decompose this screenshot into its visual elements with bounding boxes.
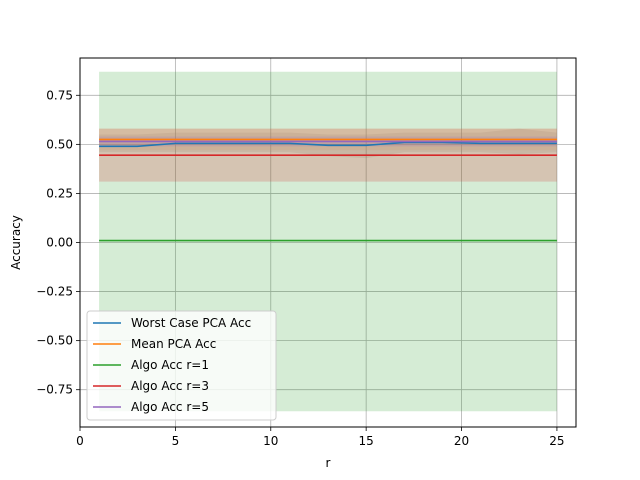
x-tick-label: 5 xyxy=(172,434,180,448)
axis-ticks: 0 5 10 15 20 25 −0.75 −0.50 −0.25 0.00 0.25 0.50 0.7… xyxy=(36,88,564,448)
y-tick-label: 0.00 xyxy=(46,236,73,250)
legend-label-3: Algo Acc r=1 xyxy=(131,358,209,372)
legend-label-1: Worst Case PCA Acc xyxy=(131,316,251,330)
x-tick-label: 10 xyxy=(263,434,278,448)
x-tick-label: 20 xyxy=(454,434,469,448)
legend-label-5: Algo Acc r=5 xyxy=(131,400,209,414)
y-tick-label: −0.50 xyxy=(36,334,73,348)
y-tick-label: −0.25 xyxy=(36,285,73,299)
legend-label-4: Algo Acc r=3 xyxy=(131,379,209,393)
legend: Worst Case PCA Acc Mean PCA Acc Algo Acc r… xyxy=(86,310,277,421)
x-axis-label: r xyxy=(326,456,331,470)
x-tick-label: 0 xyxy=(76,434,84,448)
y-tick-label: 0.25 xyxy=(46,186,73,200)
series-band-1 xyxy=(99,128,557,159)
y-tick-label: 0.50 xyxy=(46,137,73,151)
y-axis-label: Accuracy xyxy=(9,215,23,270)
x-tick-label: 15 xyxy=(359,434,374,448)
series-lines xyxy=(99,138,557,242)
y-tick-label: 0.75 xyxy=(46,88,73,102)
legend-box xyxy=(86,310,277,421)
legend-label-2: Mean PCA Acc xyxy=(131,337,216,351)
series-line-1 xyxy=(99,141,557,148)
x-tick-label: 25 xyxy=(549,434,564,448)
y-tick-label: −0.75 xyxy=(36,383,73,397)
